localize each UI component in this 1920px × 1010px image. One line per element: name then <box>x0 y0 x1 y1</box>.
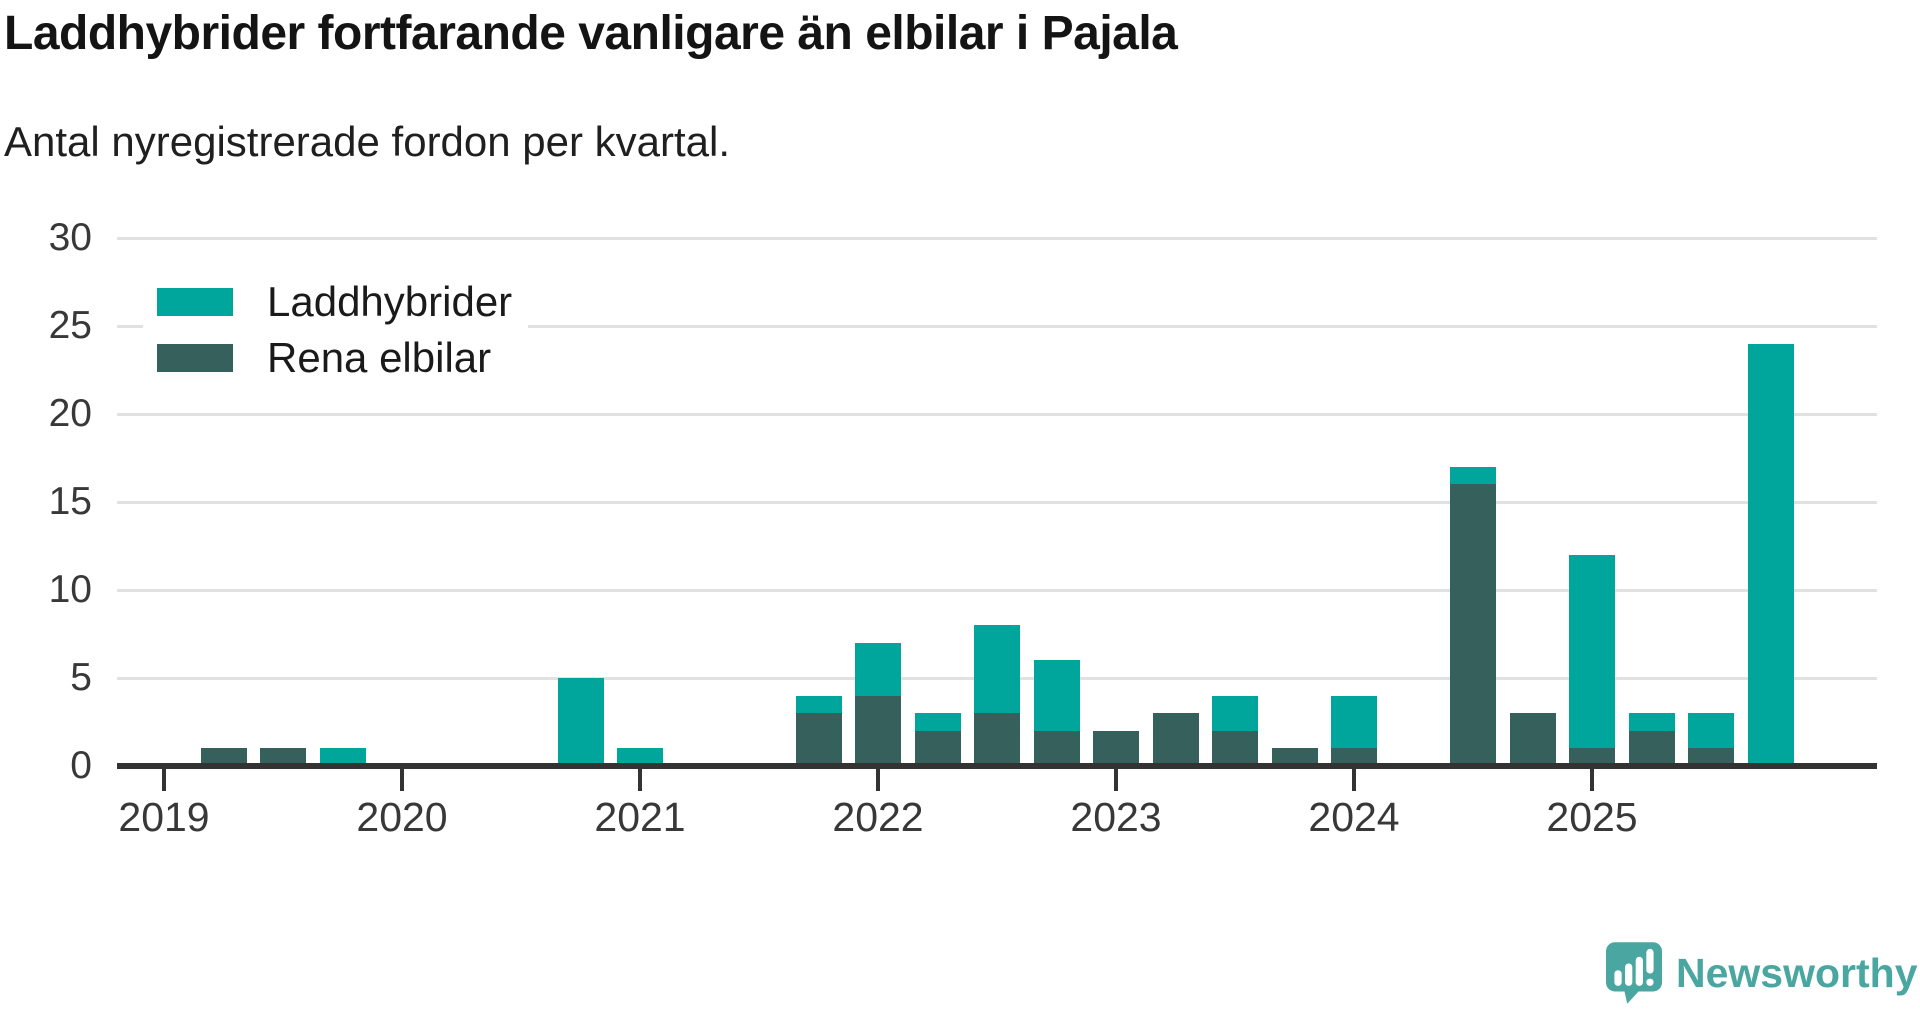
legend-swatch-rena-elbilar <box>157 344 233 372</box>
legend-swatch-laddhybrider <box>157 288 233 316</box>
legend-label-laddhybrider: Laddhybrider <box>267 278 513 325</box>
x-tick-2024 <box>1352 769 1356 791</box>
bar-2024-q3-rena-elbilar <box>1450 484 1496 766</box>
bar-2022-q2-rena-elbilar <box>914 730 961 766</box>
y-axis-label-10: 10 <box>48 568 92 611</box>
bar-2022-q1-rena-elbilar <box>855 695 901 766</box>
legend-item-rena-elbilar: Rena elbilar <box>157 330 528 386</box>
bar-2024-q1-rena-elbilar <box>1331 748 1377 766</box>
x-tick-2020 <box>400 769 404 791</box>
bar-2025-q2-rena-elbilar <box>1628 730 1675 766</box>
x-tick-2025 <box>1590 769 1594 791</box>
bar-2022-q3-rena-elbilar <box>974 713 1020 766</box>
y-axis-label-5: 5 <box>70 656 92 699</box>
bar-2024-q4-rena-elbilar <box>1509 713 1556 766</box>
bar-2025-q1-laddhybrider <box>1569 554 1615 749</box>
gridline-15 <box>117 500 1877 504</box>
bar-2021-q4-rena-elbilar <box>795 713 842 766</box>
bar-2019-q3-rena-elbilar <box>260 748 306 766</box>
gridline-10 <box>117 588 1877 592</box>
bar-2020-q4-laddhybrider <box>557 678 604 766</box>
bar-2024-q1-laddhybrider <box>1331 695 1377 749</box>
gridline-30 <box>117 236 1877 240</box>
x-axis-label-2020: 2020 <box>356 794 448 840</box>
y-axis-label-25: 25 <box>48 304 92 347</box>
x-axis-label-2021: 2021 <box>594 794 686 840</box>
gridline-25 <box>117 324 1877 328</box>
newsworthy-logo: Newsworthy <box>1606 942 1918 1004</box>
bar-2022-q1-laddhybrider <box>855 642 901 696</box>
gridline-20 <box>117 412 1877 416</box>
bar-2023-q3-rena-elbilar <box>1212 730 1258 766</box>
bar-2025-q3-rena-elbilar <box>1688 748 1734 766</box>
legend-item-laddhybrider: Laddhybrider <box>157 274 528 330</box>
bar-2025-q2-laddhybrider <box>1628 713 1675 731</box>
x-tick-2023 <box>1114 769 1118 791</box>
newsworthy-wordmark: Newsworthy <box>1676 949 1918 996</box>
bar-2023-q3-laddhybrider <box>1212 695 1258 731</box>
y-axis-label-15: 15 <box>48 480 92 523</box>
bar-2019-q2-rena-elbilar <box>200 748 247 766</box>
x-axis-label-2019: 2019 <box>118 794 210 840</box>
x-tick-2019 <box>162 769 166 791</box>
newsworthy-icon <box>1606 942 1662 1004</box>
legend-label-rena-elbilar: Rena elbilar <box>267 334 492 381</box>
chart-subtitle: Antal nyregistrerade fordon per kvartal. <box>4 118 731 165</box>
bar-2023-q2-rena-elbilar <box>1152 713 1199 766</box>
bar-2022-q3-laddhybrider <box>974 625 1020 714</box>
bar-2019-q4-laddhybrider <box>319 748 366 766</box>
y-axis-label-0: 0 <box>70 744 92 787</box>
bar-2025-q1-rena-elbilar <box>1569 748 1615 766</box>
bar-2025-q3-laddhybrider <box>1688 713 1734 749</box>
x-tick-2021 <box>638 769 642 791</box>
bar-2023-q1-rena-elbilar <box>1093 730 1139 766</box>
legend: Laddhybrider Rena elbilar <box>143 260 528 396</box>
bar-2022-q2-laddhybrider <box>914 713 961 731</box>
bar-2023-q4-rena-elbilar <box>1271 748 1318 766</box>
bar-2022-q4-rena-elbilar <box>1033 730 1080 766</box>
x-axis-label-2023: 2023 <box>1070 794 1162 840</box>
x-axis-label-2024: 2024 <box>1308 794 1400 840</box>
y-axis-label-30: 30 <box>48 216 92 259</box>
bar-2025-q4-laddhybrider <box>1747 343 1794 766</box>
bar-2021-q4-laddhybrider <box>795 695 842 714</box>
y-axis-label-20: 20 <box>48 392 92 435</box>
bar-2024-q3-laddhybrider <box>1450 466 1496 485</box>
x-axis-line <box>117 763 1877 769</box>
x-axis-label-2025: 2025 <box>1546 794 1638 840</box>
bar-2021-q1-laddhybrider <box>617 748 663 766</box>
bar-2022-q4-laddhybrider <box>1033 660 1080 731</box>
x-tick-2022 <box>876 769 880 791</box>
chart-title: Laddhybrider fortfarande vanligare än el… <box>4 7 1178 60</box>
x-axis-label-2022: 2022 <box>832 794 924 840</box>
